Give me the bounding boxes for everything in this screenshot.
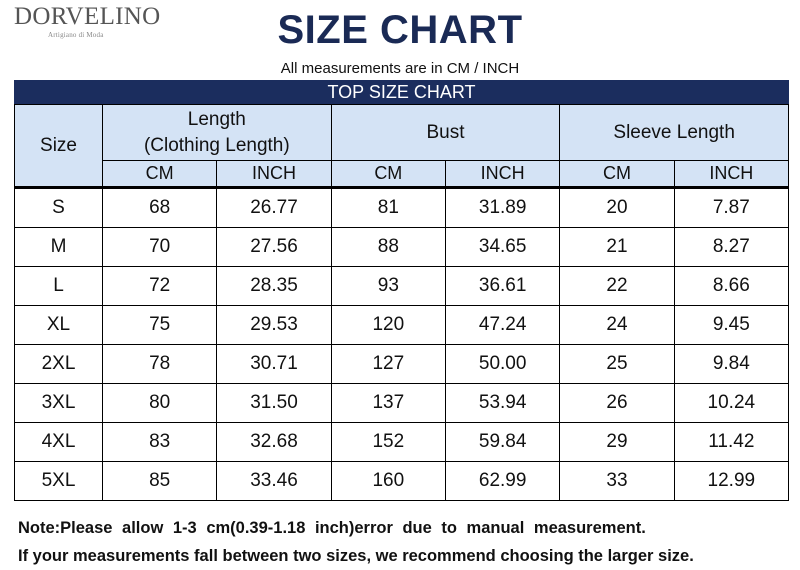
page-title: SIZE CHART xyxy=(277,8,523,52)
measurement-cell: 78 xyxy=(101,344,218,384)
table-banner: TOP SIZE CHART xyxy=(14,80,789,104)
unit-header: CM xyxy=(101,160,218,188)
brand-logo: DORVELINO Artigiano di Moda xyxy=(14,2,161,46)
measurement-cell: 28.35 xyxy=(216,266,332,306)
size-label-cell: XL xyxy=(14,305,103,345)
measurement-cell: 33 xyxy=(559,461,675,501)
measurement-cell: 9.45 xyxy=(673,305,790,345)
size-label-cell: M xyxy=(14,227,103,267)
measurement-cell: 34.65 xyxy=(444,227,561,267)
measurement-cell: 7.87 xyxy=(673,186,790,228)
size-label-cell: 2XL xyxy=(14,344,103,384)
sleeve-group-header: Sleeve Length xyxy=(559,104,789,161)
measurement-cell: 83 xyxy=(101,422,218,462)
measurement-cell: 120 xyxy=(330,305,446,345)
measurement-cell: 24 xyxy=(559,305,675,345)
brand-name: DORVELINO xyxy=(14,3,161,30)
length-group-header: Length (Clothing Length) xyxy=(102,104,332,161)
size-column-header: Size xyxy=(14,104,103,188)
unit-header: CM xyxy=(330,160,446,188)
measurement-cell: 36.61 xyxy=(444,266,561,306)
table-row: M 70 27.56 88 34.65 21 8.27 xyxy=(14,227,790,267)
measurement-cell: 85 xyxy=(101,461,218,501)
size-label-cell: 5XL xyxy=(14,461,103,501)
measurement-cell: 33.46 xyxy=(216,461,332,501)
measurement-cell: 59.84 xyxy=(444,422,561,462)
measurement-cell: 29 xyxy=(559,422,675,462)
measurement-cell: 11.42 xyxy=(673,422,790,462)
measurement-cell: 75 xyxy=(101,305,218,345)
measurement-cell: 68 xyxy=(101,186,218,228)
size-rows: S 68 26.77 81 31.89 20 7.87 M 70 27.56 88 34.65 21 8.… xyxy=(14,186,790,501)
measurement-cell: 20 xyxy=(559,186,675,228)
measurement-cell: 21 xyxy=(559,227,675,267)
measurement-cell: 127 xyxy=(330,344,446,384)
table-row: S 68 26.77 81 31.89 20 7.87 xyxy=(14,186,790,228)
measurement-cell: 26 xyxy=(559,383,675,423)
measurement-cell: 137 xyxy=(330,383,446,423)
length-header-line2: (Clothing Length) xyxy=(143,134,290,156)
measurement-cell: 22 xyxy=(559,266,675,306)
table-row: 2XL 78 30.71 127 50.00 25 9.84 xyxy=(14,344,790,384)
table-row: 3XL 80 31.50 137 53.94 26 10.24 xyxy=(14,383,790,423)
measurement-cell: 53.94 xyxy=(444,383,561,423)
size-label-cell: 4XL xyxy=(14,422,103,462)
measurement-cell: 31.50 xyxy=(216,383,332,423)
group-header-row: Size Length (Clothing Length) Bust Sleev… xyxy=(14,104,789,188)
size-label-cell: S xyxy=(14,186,103,228)
unit-header: INCH xyxy=(673,160,790,188)
table-row: L 72 28.35 93 36.61 22 8.66 xyxy=(14,266,790,306)
length-header-line1: Length xyxy=(187,108,246,130)
bust-group-header: Bust xyxy=(330,104,561,161)
table-row: XL 75 29.53 120 47.24 24 9.45 xyxy=(14,305,790,345)
size-chart-table: Size Length (Clothing Length) Bust Sleev… xyxy=(14,104,790,501)
size-recommendation-note: If your measurements fall between two si… xyxy=(18,547,694,565)
table-row: 5XL 85 33.46 160 62.99 33 12.99 xyxy=(14,461,790,501)
measurement-cell: 12.99 xyxy=(673,461,790,501)
measurement-cell: 88 xyxy=(330,227,446,267)
measurement-cell: 62.99 xyxy=(444,461,561,501)
notes: Note:Please allow 1-3 cm(0.39-1.18 inch)… xyxy=(18,514,793,570)
measurement-cell: 10.24 xyxy=(673,383,790,423)
measurement-cell: 32.68 xyxy=(216,422,332,462)
measurement-cell: 72 xyxy=(101,266,218,306)
size-label-cell: 3XL xyxy=(14,383,103,423)
unit-header-row: CM INCH CM INCH CM INCH xyxy=(14,160,790,188)
measurement-cell: 70 xyxy=(101,227,218,267)
measurement-cell: 31.89 xyxy=(444,186,561,228)
measurement-cell: 81 xyxy=(330,186,446,228)
unit-header: CM xyxy=(559,160,675,188)
measurement-cell: 160 xyxy=(330,461,446,501)
size-label-cell: L xyxy=(14,266,103,306)
measurement-cell: 8.66 xyxy=(673,266,790,306)
measurement-cell: 93 xyxy=(330,266,446,306)
measurement-cell: 29.53 xyxy=(216,305,332,345)
table-row: 4XL 83 32.68 152 59.84 29 11.42 xyxy=(14,422,790,462)
measurement-cell: 47.24 xyxy=(444,305,561,345)
measurement-cell: 25 xyxy=(559,344,675,384)
unit-header: INCH xyxy=(216,160,332,188)
measurement-units-note: All measurements are in CM / INCH xyxy=(280,60,520,77)
brand-tagline: Artigiano di Moda xyxy=(48,31,104,39)
measurement-cell: 26.77 xyxy=(216,186,332,228)
measurement-cell: 152 xyxy=(330,422,446,462)
measurement-cell: 80 xyxy=(101,383,218,423)
measurement-error-note: Note:Please allow 1-3 cm(0.39-1.18 inch)… xyxy=(18,519,646,537)
measurement-cell: 9.84 xyxy=(673,344,790,384)
measurement-cell: 27.56 xyxy=(216,227,332,267)
unit-header: INCH xyxy=(444,160,561,188)
measurement-cell: 8.27 xyxy=(673,227,790,267)
measurement-cell: 50.00 xyxy=(444,344,561,384)
measurement-cell: 30.71 xyxy=(216,344,332,384)
